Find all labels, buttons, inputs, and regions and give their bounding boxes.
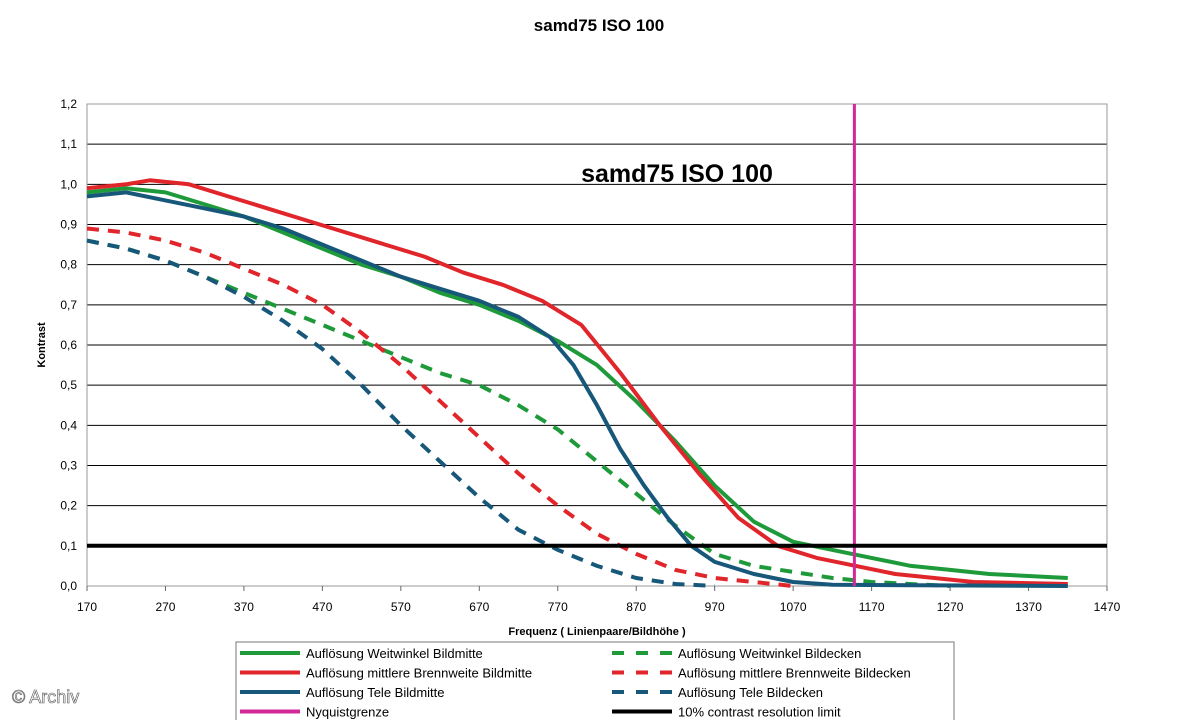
x-tick-label: 770 — [548, 600, 568, 614]
y-tick-label: 1,2 — [60, 97, 77, 111]
x-tick-label: 170 — [77, 600, 97, 614]
legend-label: Nyquistgrenze — [306, 705, 389, 720]
x-tick-label: 1370 — [1015, 600, 1042, 614]
x-tick-label: 270 — [155, 600, 175, 614]
series-line-aufl-sung-mittlere-brennweite-bildecken — [86, 226, 794, 588]
y-tick-label: 1,1 — [60, 137, 77, 151]
x-tick-label: 470 — [312, 600, 332, 614]
y-axis-title: Kontrast — [36, 322, 48, 368]
y-tick-label: 0,5 — [60, 378, 77, 392]
series-line-aufl-sung-tele-bildecken — [86, 238, 715, 588]
y-tick-label: 0,9 — [60, 218, 77, 232]
legend-label: Auflösung Weitwinkel Bildmitte — [306, 646, 483, 661]
series-line-aufl-sung-tele-bildmitte — [86, 190, 1068, 588]
legend-label: Auflösung mittlere Brennweite Bildecken — [678, 666, 911, 681]
series-layer — [86, 104, 1107, 588]
x-axis-title: Frequenz ( Linienpaare/Bildhöhe ) — [508, 626, 686, 638]
y-tick-labels: 0,0 0,1 0,2 0,3 0,4 0,5 0,6 0,7 0,8 0,9 1,0 1,1 1,2 — [60, 97, 77, 593]
y-tick-label: 0,7 — [60, 298, 77, 312]
legend-label: Auflösung mittlere Brennweite Bildmitte — [306, 666, 532, 681]
y-tick-label: 0,3 — [60, 459, 77, 473]
x-tick-label: 670 — [469, 600, 489, 614]
series-line-aufl-sung-weitwinkel-bildmitte — [86, 186, 1068, 580]
y-tick-label: 0,8 — [60, 258, 77, 272]
y-tick-label: 0,6 — [60, 338, 77, 352]
x-tick-label: 1170 — [859, 600, 885, 614]
legend-label: Auflösung Weitwinkel Bildecken — [678, 646, 861, 661]
legend: Auflösung Weitwinkel Bildmitte Auflösung … — [235, 641, 955, 720]
inner-chart-title: samd75 ISO 100 — [581, 160, 773, 188]
plot-frame — [86, 103, 1108, 587]
legend-label: 10% contrast resolution limit — [678, 705, 841, 720]
x-tick-label: 870 — [626, 600, 646, 614]
y-tick-label: 0,2 — [60, 499, 77, 513]
x-tick-label: 1270 — [937, 600, 964, 614]
x-tick-label: 370 — [234, 600, 254, 614]
legend-label: Auflösung Tele Bildmitte — [306, 685, 445, 700]
chart-title: samd75 ISO 100 — [534, 16, 664, 35]
x-tick-label: 1470 — [1094, 600, 1121, 614]
watermark: © Archiv — [12, 687, 79, 707]
y-tick-label: 1,0 — [60, 177, 77, 191]
x-tick-label: 970 — [705, 600, 725, 614]
y-tick-label: 0,4 — [60, 418, 77, 432]
x-tick-labels: 170 270 370 470 570 670 770 870 970 1070 1170 1270 1… — [77, 586, 1121, 614]
y-tick-label: 0,1 — [60, 539, 77, 553]
y-tick-label: 0,0 — [60, 579, 77, 593]
x-tick-label: 570 — [391, 600, 411, 614]
x-tick-label: 1070 — [780, 600, 807, 614]
series-line-aufl-sung-mittlere-brennweite-bildmitte — [86, 178, 1068, 586]
legend-label: Auflösung Tele Bildecken — [678, 685, 823, 700]
legend-box — [235, 641, 955, 720]
